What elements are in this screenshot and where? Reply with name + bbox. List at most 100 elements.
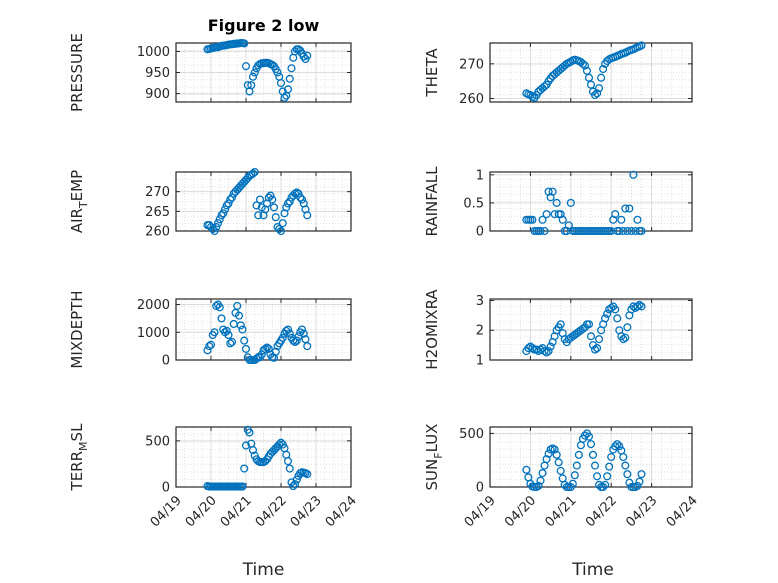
data-point <box>623 323 632 332</box>
data-point <box>611 442 620 451</box>
subplot-3: 260 265 270 AIRTEMP <box>68 167 352 240</box>
data-point <box>637 470 646 479</box>
data-point <box>613 440 622 449</box>
axes-box <box>489 42 693 103</box>
data-point <box>586 80 596 89</box>
data-point <box>586 440 596 449</box>
data-point <box>558 215 567 224</box>
axes-box <box>489 298 693 361</box>
data-point <box>285 464 294 473</box>
subplot-6: 1 2 3 H2OMIXRA <box>423 289 693 370</box>
data-point <box>540 82 549 91</box>
y-tick-label: 1000 <box>137 326 170 341</box>
data-point <box>584 73 594 82</box>
data-point <box>283 199 293 208</box>
data-point <box>297 195 307 204</box>
data-point <box>550 210 559 219</box>
data-point <box>593 89 602 98</box>
data-point <box>544 347 553 356</box>
data-point <box>282 450 291 459</box>
y-axis-label-main: H2OMIXRA <box>423 289 441 370</box>
data-point <box>275 224 284 234</box>
data-point <box>276 78 286 88</box>
data-point <box>276 226 286 236</box>
y-axis-label-subscript: F <box>432 452 445 458</box>
data-point <box>238 325 247 334</box>
data-point <box>248 169 258 178</box>
data-point <box>299 329 308 338</box>
data-point <box>290 337 300 347</box>
y-tick-label: 1 <box>476 354 484 369</box>
data-point <box>233 301 242 310</box>
data-point <box>303 470 312 479</box>
data-point <box>542 455 551 464</box>
data-point <box>227 193 237 202</box>
y-tick-label: 270 <box>459 57 484 72</box>
subplot-1: 900 950 1000 PRESSURE <box>68 33 352 112</box>
data-point <box>540 226 549 236</box>
data-point <box>542 210 551 219</box>
data-point <box>278 219 287 228</box>
data-point <box>290 189 300 198</box>
y-axis-label-main: SUN <box>423 459 441 491</box>
data-point <box>297 325 307 334</box>
x-tick-label: 04/19 <box>462 493 499 530</box>
y-tick-label: 0 <box>162 481 170 496</box>
data-point <box>248 446 258 455</box>
data-point <box>240 39 249 48</box>
data-point <box>236 321 245 330</box>
data-point <box>578 324 587 333</box>
data-point <box>548 187 557 196</box>
data-point <box>637 41 646 50</box>
data-point <box>268 195 277 204</box>
data-point <box>303 342 312 351</box>
data-point <box>215 303 224 312</box>
x-tick-label: 04/24 <box>664 493 701 530</box>
y-axis-label-main: MIXDEPTH <box>68 290 86 368</box>
data-point <box>593 344 602 353</box>
data-point <box>611 210 620 219</box>
data-point <box>546 74 555 83</box>
data-point <box>538 469 547 478</box>
data-point <box>637 302 646 311</box>
data-point <box>590 91 600 100</box>
y-axis-label-main: TERR <box>68 451 86 492</box>
data-point <box>276 438 286 447</box>
data-point <box>584 320 594 329</box>
data-point <box>285 329 294 338</box>
data-point <box>572 461 581 470</box>
y-axis-label-subscript: M <box>77 441 90 451</box>
y-tick-label: 270 <box>145 185 170 200</box>
data-point <box>586 332 596 341</box>
data-point <box>224 199 233 208</box>
data-point <box>611 305 620 314</box>
data-point <box>635 477 644 486</box>
axes-box <box>489 426 693 488</box>
x-tick-label: 04/20 <box>502 493 539 530</box>
data-point <box>287 64 296 73</box>
y-axis-label-tail: EMP <box>68 170 86 201</box>
data-point <box>226 339 235 348</box>
x-tick-label: 04/20 <box>183 493 220 530</box>
data-point <box>522 465 531 474</box>
data-point <box>580 431 589 440</box>
data-point <box>294 189 303 198</box>
data-point <box>241 441 251 450</box>
data-point <box>285 74 294 83</box>
data-point <box>269 203 279 212</box>
data-point <box>540 461 549 470</box>
data-point <box>222 201 231 210</box>
data-point <box>241 344 251 353</box>
data-point <box>278 333 287 342</box>
data-point <box>250 167 259 177</box>
data-point <box>264 344 273 353</box>
data-point <box>271 213 280 222</box>
data-point <box>590 345 600 354</box>
data-point <box>595 84 604 93</box>
data-point <box>599 482 608 492</box>
data-point <box>227 337 237 347</box>
data-point <box>261 344 270 353</box>
data-point <box>247 81 256 90</box>
y-tick-label: 260 <box>145 225 170 240</box>
